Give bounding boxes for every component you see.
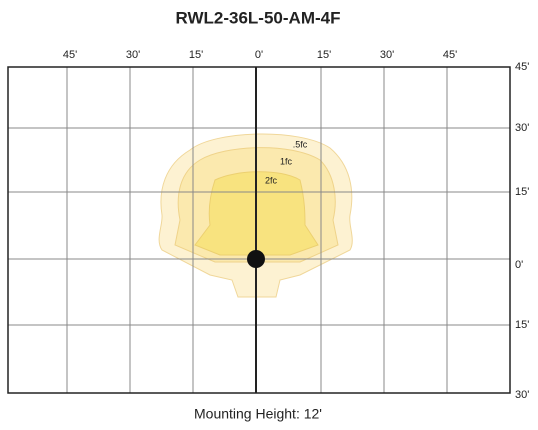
- x-label: 45': [443, 49, 457, 61]
- y-label: 45': [515, 61, 529, 73]
- title: RWL2-36L-50-AM-4F: [176, 8, 341, 27]
- x-label: 0': [255, 49, 263, 61]
- footer: Mounting Height: 12': [194, 406, 322, 422]
- x-label: 15': [317, 49, 331, 61]
- contour-label: 2fc: [265, 175, 278, 185]
- y-label: 0': [515, 259, 523, 271]
- y-label: 15': [515, 319, 529, 331]
- grid-border: [7, 66, 511, 394]
- x-label: 15': [189, 49, 203, 61]
- y-label: 30': [515, 389, 529, 401]
- contour-label: .5fc: [293, 139, 308, 149]
- y-label: 30': [515, 122, 529, 134]
- contour-label: 1fc: [280, 156, 293, 166]
- x-label: 45': [63, 49, 77, 61]
- x-label: 30': [126, 49, 140, 61]
- y-label: 15': [515, 186, 529, 198]
- x-label: 30': [380, 49, 394, 61]
- fixture-dot: [247, 250, 265, 268]
